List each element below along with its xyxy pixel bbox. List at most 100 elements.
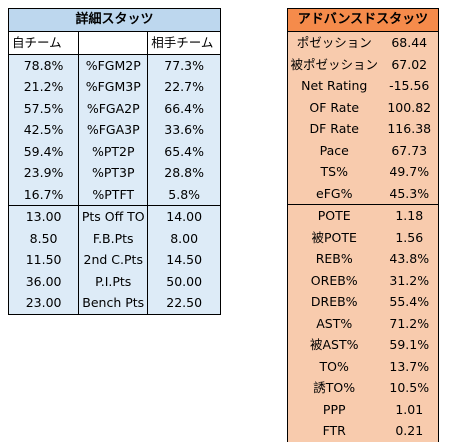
table-row: 42.5% %FGA3P 33.6% — [7, 119, 221, 141]
opponent-value: 66.4% — [147, 97, 221, 119]
table-row: 36.00 P.I.Pts 50.00 — [7, 270, 221, 292]
table-row: DF Rate 116.38 — [287, 118, 440, 140]
advanced-stats-title: アドバンスドスタッツ — [287, 8, 439, 32]
opponent-value: 65.4% — [147, 140, 221, 162]
metric-value: 100.82 — [380, 96, 440, 118]
metric-label: 被ポゼッション — [287, 53, 381, 75]
own-team-value: 11.50 — [7, 249, 80, 271]
table-row: TO% 13.7% — [287, 355, 440, 377]
table-row: 23.00 Bench Pts 22.50 — [7, 292, 221, 315]
metric-label: REB% — [287, 248, 381, 270]
metric-value: 67.73 — [380, 139, 440, 161]
stat-name: %PT3P — [78, 162, 149, 184]
metric-label: 誘TO% — [287, 377, 381, 399]
own-team-value: 21.2% — [7, 76, 80, 98]
metric-value: 1.18 — [380, 204, 440, 227]
metric-label: DREB% — [287, 291, 381, 313]
table-row: OREB% 31.2% — [287, 269, 440, 291]
metric-label: eFG% — [287, 182, 381, 205]
metric-label: 被POTE — [287, 226, 381, 248]
own-team-value: 57.5% — [7, 97, 80, 119]
table-row: AST% 71.2% — [287, 312, 440, 334]
table-row: 59.4% %PT2P 65.4% — [7, 140, 221, 162]
stat-name: %FGA3P — [78, 119, 149, 141]
metric-label: PPP — [287, 398, 381, 420]
table-row: 57.5% %FGA2P 66.4% — [7, 97, 221, 119]
table-row: eFG% 45.3% — [287, 182, 440, 205]
table-row: 誘TO% 10.5% — [287, 377, 440, 399]
table-row: OF Rate 100.82 — [287, 96, 440, 118]
table-row: 8.50 F.B.Pts 8.00 — [7, 227, 221, 249]
opponent-value: 33.6% — [147, 119, 221, 141]
metric-value: 67.02 — [380, 53, 440, 75]
own-team-value: 16.7% — [7, 183, 80, 206]
stat-name: %PT2P — [78, 140, 149, 162]
table-row: PPP 1.01 — [287, 398, 440, 420]
opponent-value: 14.00 — [147, 205, 221, 228]
metric-value: 13.7% — [380, 355, 440, 377]
metric-value: 1.56 — [380, 226, 440, 248]
metric-label: ポゼッション — [287, 31, 381, 54]
stat-name: F.B.Pts — [78, 227, 149, 249]
own-team-value: 23.00 — [7, 292, 80, 315]
metric-label: POTE — [287, 204, 381, 227]
detail-stats-title: 詳細スタッツ — [8, 8, 221, 32]
opponent-value: 22.7% — [147, 76, 221, 98]
metric-value: 1.01 — [380, 398, 440, 420]
metric-label: TS% — [287, 161, 381, 183]
stat-name: %FGM2P — [78, 54, 149, 76]
stat-name: 2nd C.Pts — [78, 249, 149, 271]
table-row: 11.50 2nd C.Pts 14.50 — [7, 249, 221, 271]
opponent-value: 5.8% — [147, 183, 221, 206]
header-own-team: 自チーム — [7, 31, 80, 55]
table-row: Net Rating -15.56 — [287, 75, 440, 97]
metric-label: OREB% — [287, 269, 381, 291]
table-row: ポゼッション 68.44 — [287, 31, 440, 54]
own-team-value: 23.9% — [7, 162, 80, 184]
table-row: 78.8% %FGM2P 77.3% — [7, 54, 221, 76]
own-team-value: 42.5% — [7, 119, 80, 141]
metric-value: 31.2% — [380, 269, 440, 291]
stat-name: P.I.Pts — [78, 270, 149, 292]
table-row: 21.2% %FGM3P 22.7% — [7, 76, 221, 98]
stat-name: %FGM3P — [78, 76, 149, 98]
metric-value: 43.8% — [380, 248, 440, 270]
opponent-value: 14.50 — [147, 249, 221, 271]
own-team-value: 8.50 — [7, 227, 80, 249]
stat-name: Bench Pts — [78, 292, 149, 315]
table-row: REB% 43.8% — [287, 248, 440, 270]
stat-name: %FGA2P — [78, 97, 149, 119]
stat-name: Pts Off TO — [78, 205, 149, 228]
metric-label: DF Rate — [287, 118, 381, 140]
table-row: Pace 67.73 — [287, 139, 440, 161]
metric-label: Pace — [287, 139, 381, 161]
table-row: 被AST% 59.1% — [287, 334, 440, 356]
header-stat — [78, 31, 149, 55]
own-team-value: 59.4% — [7, 140, 80, 162]
own-team-value: 78.8% — [7, 54, 80, 76]
table-row: 被POTE 1.56 — [287, 226, 440, 248]
table-row: POTE 1.18 — [287, 204, 440, 227]
detail-stats-table: 詳細スタッツ 自チーム 相手チーム 78.8% %FGM2P 77.3% 21.2%%… — [7, 8, 221, 315]
table-row: TS% 49.7% — [287, 161, 440, 183]
metric-label: AST% — [287, 312, 381, 334]
advanced-stats-table: アドバンスドスタッツ ポゼッション 68.44 被ポゼッション 67.02 Net Ra… — [287, 8, 440, 442]
metric-label: Net Rating — [287, 75, 381, 97]
metric-value: 45.3% — [380, 182, 440, 205]
metric-value: 68.44 — [380, 31, 440, 54]
metric-value: 49.7% — [380, 161, 440, 183]
table-row: 13.00 Pts Off TO 14.00 — [7, 205, 221, 228]
metric-label: OF Rate — [287, 96, 381, 118]
opponent-value: 50.00 — [147, 270, 221, 292]
metric-value: 0.21 — [380, 420, 440, 442]
opponent-value: 77.3% — [147, 54, 221, 76]
opponent-value: 22.50 — [147, 292, 221, 315]
table-row: 被ポゼッション 67.02 — [287, 53, 440, 75]
metric-label: TO% — [287, 355, 381, 377]
own-team-value: 13.00 — [7, 205, 80, 228]
metric-value: 116.38 — [380, 118, 440, 140]
opponent-value: 28.8% — [147, 162, 221, 184]
own-team-value: 36.00 — [7, 270, 80, 292]
table-row: FTR 0.21 — [287, 420, 440, 442]
table-row: DREB% 55.4% — [287, 291, 440, 313]
